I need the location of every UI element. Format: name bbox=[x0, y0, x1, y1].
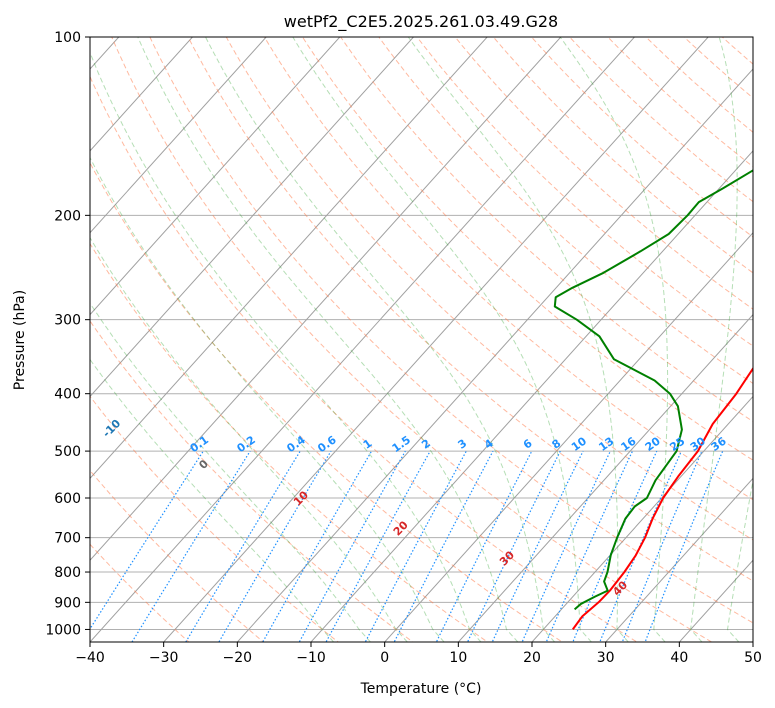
mixing-ratio-line bbox=[621, 450, 703, 642]
dry-adiabat-line bbox=[225, 37, 753, 541]
x-tick-label: 50 bbox=[744, 650, 762, 666]
mixing-ratio-line bbox=[393, 450, 494, 642]
dry-adiabat-line bbox=[149, 37, 753, 624]
isotherm-line bbox=[236, 68, 753, 642]
y-tick-label: 800 bbox=[54, 565, 81, 581]
isotherm-line bbox=[531, 395, 753, 642]
y-tick-label: 300 bbox=[54, 313, 81, 329]
isotherm-line bbox=[90, 37, 415, 398]
y-tick-label: 900 bbox=[54, 595, 81, 611]
mixing-ratio-line bbox=[491, 450, 584, 642]
moist-adiabat-line bbox=[90, 156, 445, 642]
x-tick-label: 10 bbox=[449, 650, 467, 666]
moist-adiabat-line bbox=[407, 37, 629, 642]
isotherm-line bbox=[90, 37, 194, 152]
dry-adiabat-line bbox=[263, 37, 753, 501]
x-tick-label: 40 bbox=[670, 650, 688, 666]
moist-adiabat-line bbox=[292, 37, 593, 642]
dry-adiabat-line bbox=[90, 543, 190, 642]
x-tick-label: −10 bbox=[296, 650, 326, 666]
dry-adiabat-line bbox=[378, 37, 753, 385]
mixing-ratio-line bbox=[521, 450, 611, 642]
isotherm-line bbox=[90, 37, 636, 642]
dry-adiabat-line bbox=[90, 469, 265, 642]
x-tick-label: 20 bbox=[523, 650, 541, 666]
isotherm-line bbox=[90, 37, 341, 316]
dry-adiabat-line bbox=[90, 320, 414, 642]
moist-adiabat-line bbox=[690, 37, 738, 642]
y-tick-label: 500 bbox=[54, 444, 81, 460]
dry-adiabat-line bbox=[90, 161, 564, 642]
y-tick-label: 400 bbox=[54, 387, 81, 403]
axis-ticks: −40 −30 −20 −10 0 10 20 30 40 50 100 200 300 400 500 60… bbox=[45, 30, 762, 666]
dry-adiabat-line bbox=[187, 37, 753, 582]
mixing-ratio-line bbox=[466, 450, 561, 642]
isotherm-line bbox=[90, 37, 267, 234]
y-tick-label: 1000 bbox=[45, 622, 81, 638]
y-tick-label: 700 bbox=[54, 531, 81, 547]
y-tick-label: 200 bbox=[54, 208, 81, 224]
moist-adiabat-line bbox=[90, 51, 482, 642]
dry-adiabat-line bbox=[90, 242, 489, 642]
dry-adiabat-line bbox=[90, 75, 638, 642]
mixing-ratio-line bbox=[90, 450, 204, 631]
mixing-ratio-line bbox=[218, 450, 332, 642]
x-tick-label: −30 bbox=[149, 650, 179, 666]
y-tick-label: 600 bbox=[54, 491, 81, 507]
mixing-ratio-line bbox=[262, 450, 373, 642]
isotherm-line bbox=[310, 150, 753, 642]
isotherm-line bbox=[163, 37, 709, 642]
moist-adiabat-line bbox=[90, 358, 335, 642]
y-tick-label: 100 bbox=[54, 30, 81, 46]
background-lines bbox=[90, 37, 753, 642]
dry-adiabat-line bbox=[568, 37, 753, 203]
isotherm-line bbox=[90, 37, 488, 480]
moist-adiabat-line bbox=[559, 37, 669, 642]
series-lines bbox=[553, 169, 753, 630]
isotherm-line bbox=[457, 313, 753, 642]
isotherm-line bbox=[605, 477, 753, 642]
dry-adiabat-line bbox=[301, 37, 753, 461]
moist-adiabat-line bbox=[137, 37, 519, 642]
x-tick-label: −40 bbox=[75, 650, 105, 666]
x-tick-label: −20 bbox=[223, 650, 253, 666]
dry-adiabat-line bbox=[607, 37, 753, 168]
x-tick-label: 0 bbox=[380, 650, 389, 666]
x-axis-label: Temperature (°C) bbox=[360, 681, 482, 697]
x-tick-label: 30 bbox=[597, 650, 615, 666]
mixing-ratio-line bbox=[435, 450, 533, 642]
moist-adiabat-line bbox=[90, 302, 372, 642]
y-axis-label: Pressure (hPa) bbox=[12, 290, 28, 390]
dry-adiabat-line bbox=[111, 37, 713, 642]
isotherm-line bbox=[384, 232, 753, 642]
chart-title: wetPf2_C2E5.2025.261.03.49.G28 bbox=[284, 12, 558, 32]
dry-adiabat-line bbox=[454, 37, 753, 310]
mixing-ratio-line bbox=[185, 450, 301, 642]
mixing-ratio-line bbox=[644, 450, 724, 642]
moist-adiabat-line bbox=[204, 37, 556, 642]
dewpoint-line bbox=[553, 169, 753, 611]
mixing-ratio-line bbox=[298, 450, 406, 642]
moist-adiabat-line bbox=[726, 477, 753, 642]
mixing-ratio-line bbox=[131, 450, 251, 642]
moist-adiabat-line bbox=[90, 236, 408, 642]
dry-adiabat-line bbox=[492, 37, 753, 274]
plot-frame bbox=[89, 36, 754, 643]
isotherm-line bbox=[90, 37, 562, 561]
temperature-line bbox=[571, 366, 753, 630]
